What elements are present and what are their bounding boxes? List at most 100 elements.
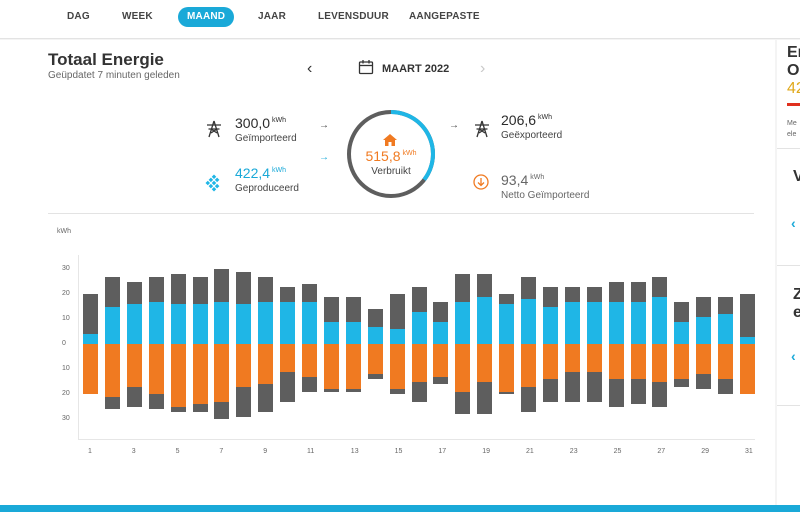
tab-dag[interactable]: DAG — [67, 11, 90, 22]
bar-consumed-day-26[interactable] — [630, 344, 646, 379]
bar-exported-day-18[interactable] — [455, 391, 471, 414]
bar-exported-day-19[interactable] — [477, 381, 493, 414]
bar-consumed-day-23[interactable] — [564, 344, 580, 372]
bar-imported-day-31[interactable] — [740, 294, 755, 337]
bar-exported-day-4[interactable] — [148, 394, 164, 409]
bar-exported-day-10[interactable] — [280, 371, 296, 402]
bar-imported-day-3[interactable] — [126, 281, 142, 304]
bar-consumed-day-9[interactable] — [258, 344, 274, 384]
bar-consumed-day-7[interactable] — [214, 344, 230, 402]
bar-consumed-day-19[interactable] — [477, 344, 493, 382]
bar-imported-day-18[interactable] — [455, 274, 471, 302]
bar-produced-day-17[interactable] — [433, 321, 449, 344]
bar-exported-day-5[interactable] — [170, 406, 186, 412]
bar-produced-day-12[interactable] — [323, 321, 339, 344]
bar-imported-day-20[interactable] — [499, 294, 515, 304]
bar-exported-day-2[interactable] — [104, 396, 120, 409]
prev-period-icon[interactable]: ‹ — [307, 60, 313, 77]
bar-imported-day-17[interactable] — [433, 301, 449, 322]
bar-produced-day-18[interactable] — [455, 301, 471, 344]
bar-produced-day-10[interactable] — [280, 301, 296, 344]
bar-exported-day-13[interactable] — [345, 389, 361, 392]
bar-consumed-day-25[interactable] — [608, 344, 624, 379]
bar-consumed-day-8[interactable] — [236, 344, 252, 387]
bar-exported-day-15[interactable] — [389, 389, 405, 394]
bar-produced-day-21[interactable] — [521, 299, 536, 344]
side-chevron-icon[interactable]: ‹ — [791, 215, 796, 231]
bar-consumed-day-21[interactable] — [521, 344, 536, 387]
bar-imported-day-30[interactable] — [718, 296, 734, 314]
bar-exported-day-17[interactable] — [433, 376, 449, 384]
bar-produced-day-11[interactable] — [302, 301, 317, 344]
bar-produced-day-23[interactable] — [564, 301, 580, 344]
bar-produced-day-30[interactable] — [718, 314, 734, 344]
bar-produced-day-3[interactable] — [126, 304, 142, 344]
bar-exported-day-14[interactable] — [367, 374, 383, 379]
bar-imported-day-16[interactable] — [411, 286, 427, 312]
bar-produced-day-2[interactable] — [104, 306, 120, 344]
calendar-icon[interactable] — [358, 59, 374, 75]
bar-consumed-day-20[interactable] — [499, 344, 515, 392]
bar-imported-day-25[interactable] — [608, 281, 624, 302]
bar-exported-day-21[interactable] — [521, 386, 536, 412]
bar-imported-day-6[interactable] — [192, 276, 208, 304]
tab-maand[interactable]: MAAND — [178, 7, 235, 27]
bar-exported-day-6[interactable] — [192, 404, 208, 412]
bar-consumed-day-4[interactable] — [148, 344, 164, 394]
bar-imported-day-14[interactable] — [367, 309, 383, 327]
bar-imported-day-2[interactable] — [104, 276, 120, 307]
tab-jaar[interactable]: JAAR — [258, 11, 287, 22]
bar-imported-day-19[interactable] — [477, 274, 493, 297]
bar-consumed-day-5[interactable] — [170, 344, 186, 407]
bar-consumed-day-27[interactable] — [652, 344, 668, 382]
bar-consumed-day-28[interactable] — [674, 344, 690, 379]
bar-imported-day-11[interactable] — [302, 284, 317, 302]
bar-produced-day-24[interactable] — [586, 301, 602, 344]
bar-consumed-day-24[interactable] — [586, 344, 602, 372]
bar-produced-day-7[interactable] — [214, 301, 230, 344]
bar-exported-day-7[interactable] — [214, 401, 230, 419]
bar-imported-day-29[interactable] — [696, 296, 712, 317]
bar-imported-day-28[interactable] — [674, 301, 690, 322]
bar-produced-day-29[interactable] — [696, 316, 712, 344]
bar-exported-day-28[interactable] — [674, 379, 690, 387]
bar-consumed-day-30[interactable] — [718, 344, 734, 379]
bar-produced-day-14[interactable] — [367, 326, 383, 344]
bar-imported-day-4[interactable] — [148, 276, 164, 302]
bar-produced-day-27[interactable] — [652, 296, 668, 344]
bar-imported-day-10[interactable] — [280, 286, 296, 302]
bar-consumed-day-18[interactable] — [455, 344, 471, 392]
bar-produced-day-8[interactable] — [236, 304, 252, 344]
bar-imported-day-5[interactable] — [170, 274, 186, 304]
bar-imported-day-13[interactable] — [345, 296, 361, 322]
bar-exported-day-3[interactable] — [126, 386, 142, 407]
bar-imported-day-9[interactable] — [258, 276, 274, 302]
bar-imported-day-7[interactable] — [214, 269, 230, 302]
bar-exported-day-23[interactable] — [564, 371, 580, 402]
bar-produced-day-31[interactable] — [740, 336, 755, 344]
bar-produced-day-26[interactable] — [630, 301, 646, 344]
bar-consumed-day-11[interactable] — [302, 344, 317, 377]
bar-exported-day-8[interactable] — [236, 386, 252, 417]
bar-imported-day-27[interactable] — [652, 276, 668, 297]
bar-produced-day-6[interactable] — [192, 304, 208, 344]
bar-exported-day-16[interactable] — [411, 381, 427, 402]
bar-imported-day-26[interactable] — [630, 281, 646, 302]
bar-imported-day-22[interactable] — [542, 286, 558, 307]
bar-produced-day-22[interactable] — [542, 306, 558, 344]
side-chevron-2-icon[interactable]: ‹ — [791, 348, 796, 364]
bar-produced-day-9[interactable] — [258, 301, 274, 344]
bar-exported-day-26[interactable] — [630, 379, 646, 404]
bar-exported-day-11[interactable] — [302, 376, 317, 392]
bar-imported-day-12[interactable] — [323, 296, 339, 322]
bar-produced-day-5[interactable] — [170, 304, 186, 344]
bar-imported-day-8[interactable] — [236, 271, 252, 304]
bar-exported-day-20[interactable] — [499, 391, 515, 394]
bar-consumed-day-31[interactable] — [740, 344, 755, 394]
tab-week[interactable]: WEEK — [122, 11, 153, 22]
bar-consumed-day-17[interactable] — [433, 344, 449, 377]
bar-consumed-day-6[interactable] — [192, 344, 208, 404]
bar-exported-day-25[interactable] — [608, 379, 624, 407]
bar-produced-day-25[interactable] — [608, 301, 624, 344]
bar-consumed-day-2[interactable] — [104, 344, 120, 397]
